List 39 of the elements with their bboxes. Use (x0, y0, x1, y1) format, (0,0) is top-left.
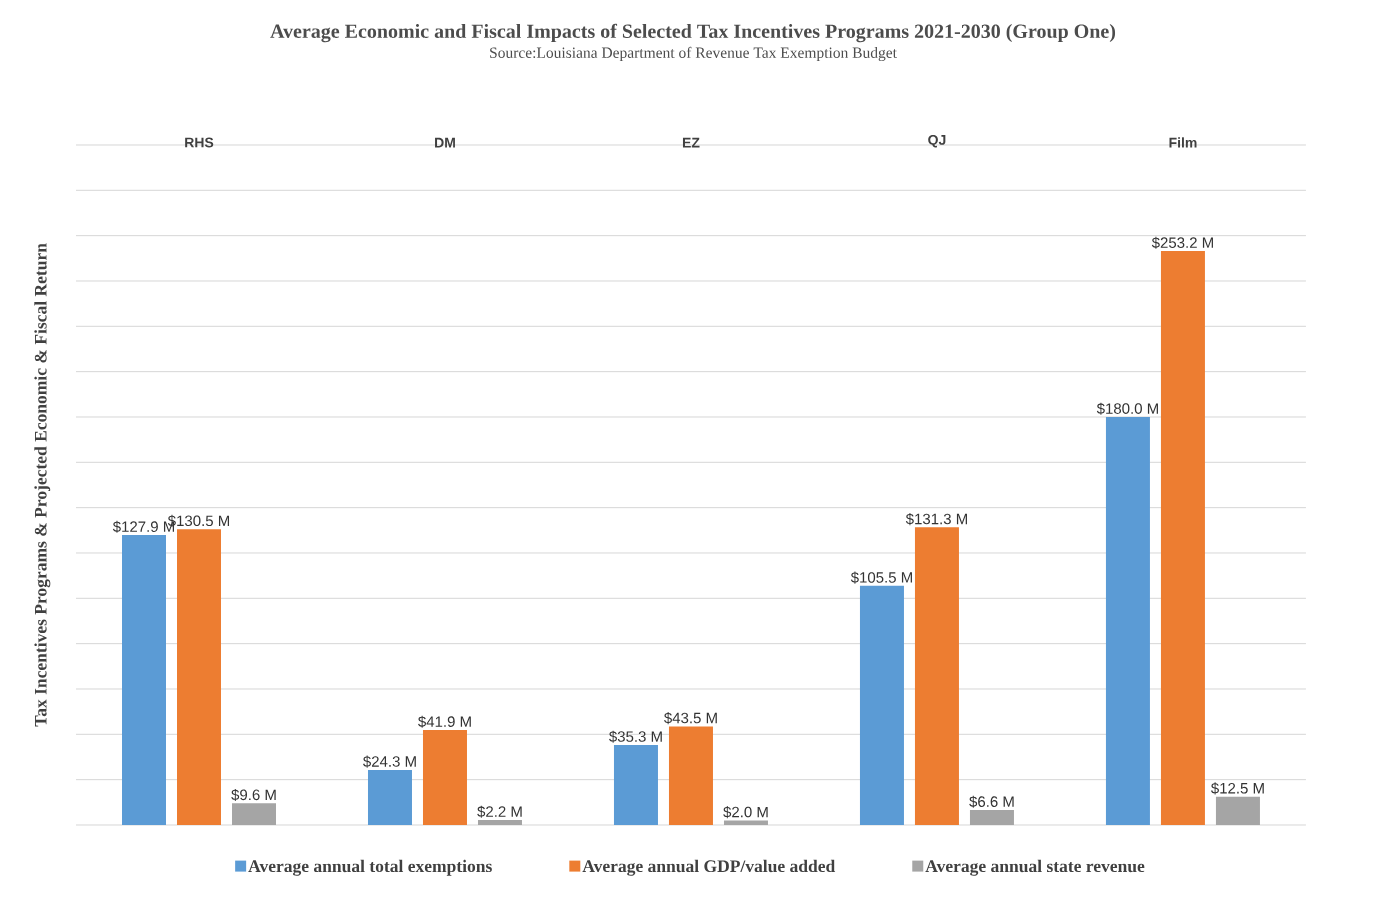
data-label: $41.9 M (418, 715, 471, 728)
data-label: $105.5 M (850, 571, 912, 584)
bar (969, 810, 1014, 825)
data-label: $253.2 M (1151, 236, 1213, 249)
x-tick-label: QJ (928, 134, 946, 148)
bar (1160, 251, 1205, 825)
data-label: $12.5 M (1211, 782, 1264, 795)
legend-label: Average annual total exemptions (248, 859, 492, 876)
data-label: $24.3 M (363, 755, 416, 768)
x-tick-label: Film (1169, 137, 1197, 148)
data-label: $2.2 M (477, 805, 522, 818)
bar (723, 820, 768, 825)
x-tick-label: EZ (682, 137, 700, 148)
bar (859, 585, 904, 825)
bar (477, 820, 522, 825)
bar (122, 535, 166, 825)
chart-title: Average Economic and Fiscal Impacts of Selected Tax Incentives Programs 2021-2030 (Group One) (270, 23, 1116, 43)
chart-subtitle: Source:Louisiana Department of Revenue Tax Exemption Budget (490, 46, 897, 62)
x-tick-label: RHS (185, 137, 214, 148)
data-label: $131.3 M (905, 513, 967, 526)
y-axis-title: Tax Incentives Programs & Projected Economic & Fiscal Return (34, 243, 51, 727)
data-label: $43.5 M (664, 712, 717, 725)
legend-label: Average annual GDP/value added (582, 859, 836, 876)
bar (367, 769, 412, 825)
data-label: $9.6 M (231, 788, 276, 802)
bar (232, 803, 276, 825)
bar (668, 726, 713, 825)
bar (177, 529, 221, 825)
data-label: $180.0 M (1096, 402, 1158, 415)
bar (422, 730, 467, 825)
legend-label: Average annual state revenue (925, 859, 1145, 876)
bar (914, 527, 959, 825)
bar (1105, 416, 1150, 825)
data-label: $6.6 M (969, 795, 1014, 808)
bar (1215, 796, 1260, 825)
bar (613, 744, 658, 825)
data-label: $2.0 M (723, 806, 768, 819)
x-tick-label: DM (435, 137, 455, 148)
data-label: $35.3 M (609, 730, 662, 743)
